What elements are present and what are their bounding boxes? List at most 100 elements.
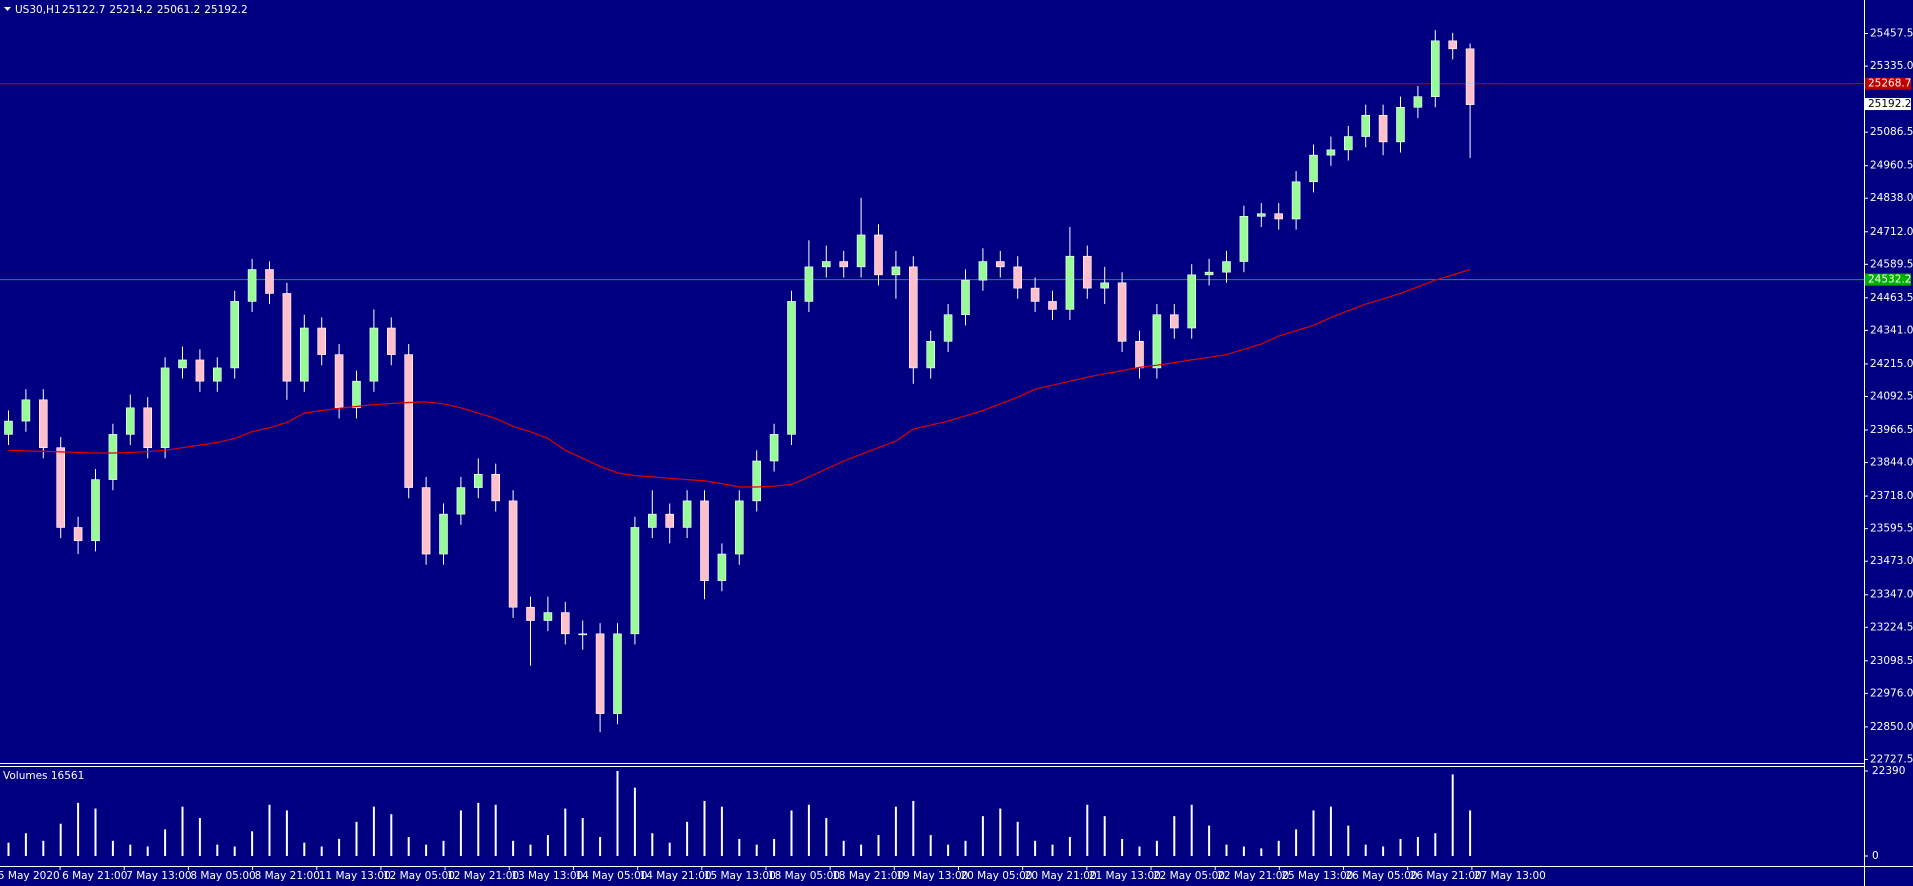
candle-body — [230, 301, 239, 369]
x-tick-label: 11 May 13:00 — [319, 870, 391, 882]
candle-body — [473, 473, 483, 488]
candle-body — [73, 527, 83, 542]
x-tick-label: 12 May 05:00 — [383, 870, 455, 882]
candle-body — [613, 633, 622, 714]
x-tick-label: 15 May 13:00 — [704, 870, 776, 882]
candle-body — [978, 261, 988, 281]
x-tick-label: 8 May 05:00 — [190, 870, 255, 882]
candle-body — [961, 279, 970, 316]
bid-label-box — [1865, 98, 1911, 111]
candle-body — [717, 553, 727, 581]
candle-body — [560, 612, 570, 635]
candle-body — [526, 606, 535, 621]
candle-body — [491, 473, 501, 502]
candle-body — [1083, 255, 1092, 289]
candle-body — [1170, 314, 1179, 329]
candle-body — [1309, 154, 1318, 183]
candle-body — [1152, 314, 1162, 369]
candle-body — [787, 301, 796, 435]
y-tick-label: 23473.0 — [1870, 555, 1913, 567]
x-tick-label: 20 May 05:00 — [960, 870, 1032, 882]
candle-body — [1361, 114, 1370, 137]
candle-body — [752, 460, 762, 502]
y-tick-label: 25086.5 — [1870, 126, 1913, 138]
y-tick-label: 23224.5 — [1870, 621, 1913, 633]
candle-body — [160, 367, 170, 448]
candle-body — [1326, 149, 1336, 156]
x-tick-label: 18 May 05:00 — [768, 870, 840, 882]
candle-body — [56, 447, 66, 528]
candle-body — [1204, 271, 1214, 276]
candle-body — [1030, 287, 1040, 302]
symbol: US30,H1 — [15, 4, 61, 16]
level-label: 24532.2 — [1868, 274, 1911, 286]
candle-body — [891, 266, 901, 276]
volume-tick-label: 0 — [1872, 850, 1879, 862]
candle-body — [1274, 213, 1283, 220]
y-tick-label: 24215.0 — [1870, 358, 1913, 370]
candle-body — [1187, 274, 1196, 329]
x-tick-label: 22 May 05:00 — [1153, 870, 1225, 882]
candle-body — [1013, 266, 1023, 289]
candle-body — [439, 513, 448, 555]
y-tick-label: 24589.5 — [1870, 258, 1913, 270]
candle-body — [1065, 255, 1075, 310]
candle-body — [108, 434, 118, 480]
candle-body — [700, 500, 709, 581]
candle-body — [682, 500, 692, 528]
candle-body — [1239, 216, 1249, 262]
candle-body — [821, 261, 831, 268]
x-tick-label: 7 May 13:00 — [126, 870, 191, 882]
candle-body — [386, 327, 396, 355]
y-tick-label: 23098.5 — [1870, 655, 1913, 667]
y-tick-label: 25335.0 — [1870, 60, 1913, 72]
x-tick-label: 13 May 13:00 — [511, 870, 583, 882]
candle-body — [352, 380, 361, 409]
x-tick-label: 19 May 13:00 — [896, 870, 968, 882]
bid-label: 25192.2 — [1868, 98, 1911, 110]
candle-body — [926, 341, 936, 369]
candle-body — [1413, 96, 1423, 108]
y-tick-label: 23595.5 — [1870, 523, 1913, 535]
candle-body — [543, 612, 553, 621]
candle-body — [1135, 341, 1144, 369]
y-tick-label: 24463.5 — [1870, 292, 1913, 304]
menu-arrow[interactable] — [4, 7, 11, 11]
x-tick-label: 14 May 05:00 — [575, 870, 647, 882]
candle-body — [804, 266, 814, 302]
level-label-box — [1865, 77, 1911, 90]
candle-body — [1448, 40, 1457, 50]
y-tick-label: 24712.0 — [1870, 226, 1913, 238]
candle-body — [1048, 301, 1057, 310]
candle-body — [178, 359, 187, 369]
header-price: 25061.2 — [157, 4, 200, 16]
candle-body — [21, 399, 31, 422]
x-tick-label: 5 May 2020 — [0, 870, 60, 882]
level-label: 25268.7 — [1868, 78, 1911, 90]
x-tick-label: 26 May 05:00 — [1346, 870, 1418, 882]
candle-body — [1222, 261, 1231, 273]
y-tick-label: 22727.5 — [1870, 753, 1913, 765]
candle-body — [265, 269, 274, 294]
y-tick-label: 25457.5 — [1870, 28, 1913, 40]
y-tick-label: 23347.0 — [1870, 589, 1913, 601]
candle-body — [995, 261, 1005, 268]
candle-body — [1100, 282, 1109, 289]
candle-body — [1378, 114, 1388, 143]
candle-body — [1465, 48, 1475, 105]
x-tick-label: 14 May 21:00 — [640, 870, 712, 882]
candle-body — [91, 479, 100, 542]
candle-body — [734, 500, 744, 555]
y-tick-label: 24092.5 — [1870, 390, 1913, 402]
candle-body — [595, 633, 605, 714]
candle-body — [874, 234, 883, 276]
candle-body — [334, 354, 344, 409]
candle-body — [38, 399, 48, 448]
candle-body — [1257, 213, 1266, 217]
x-tick-label: 27 May 13:00 — [1474, 870, 1546, 882]
header-price: 25214.2 — [109, 4, 152, 16]
candle-body — [769, 434, 779, 462]
y-tick-label: 24341.0 — [1870, 324, 1913, 336]
